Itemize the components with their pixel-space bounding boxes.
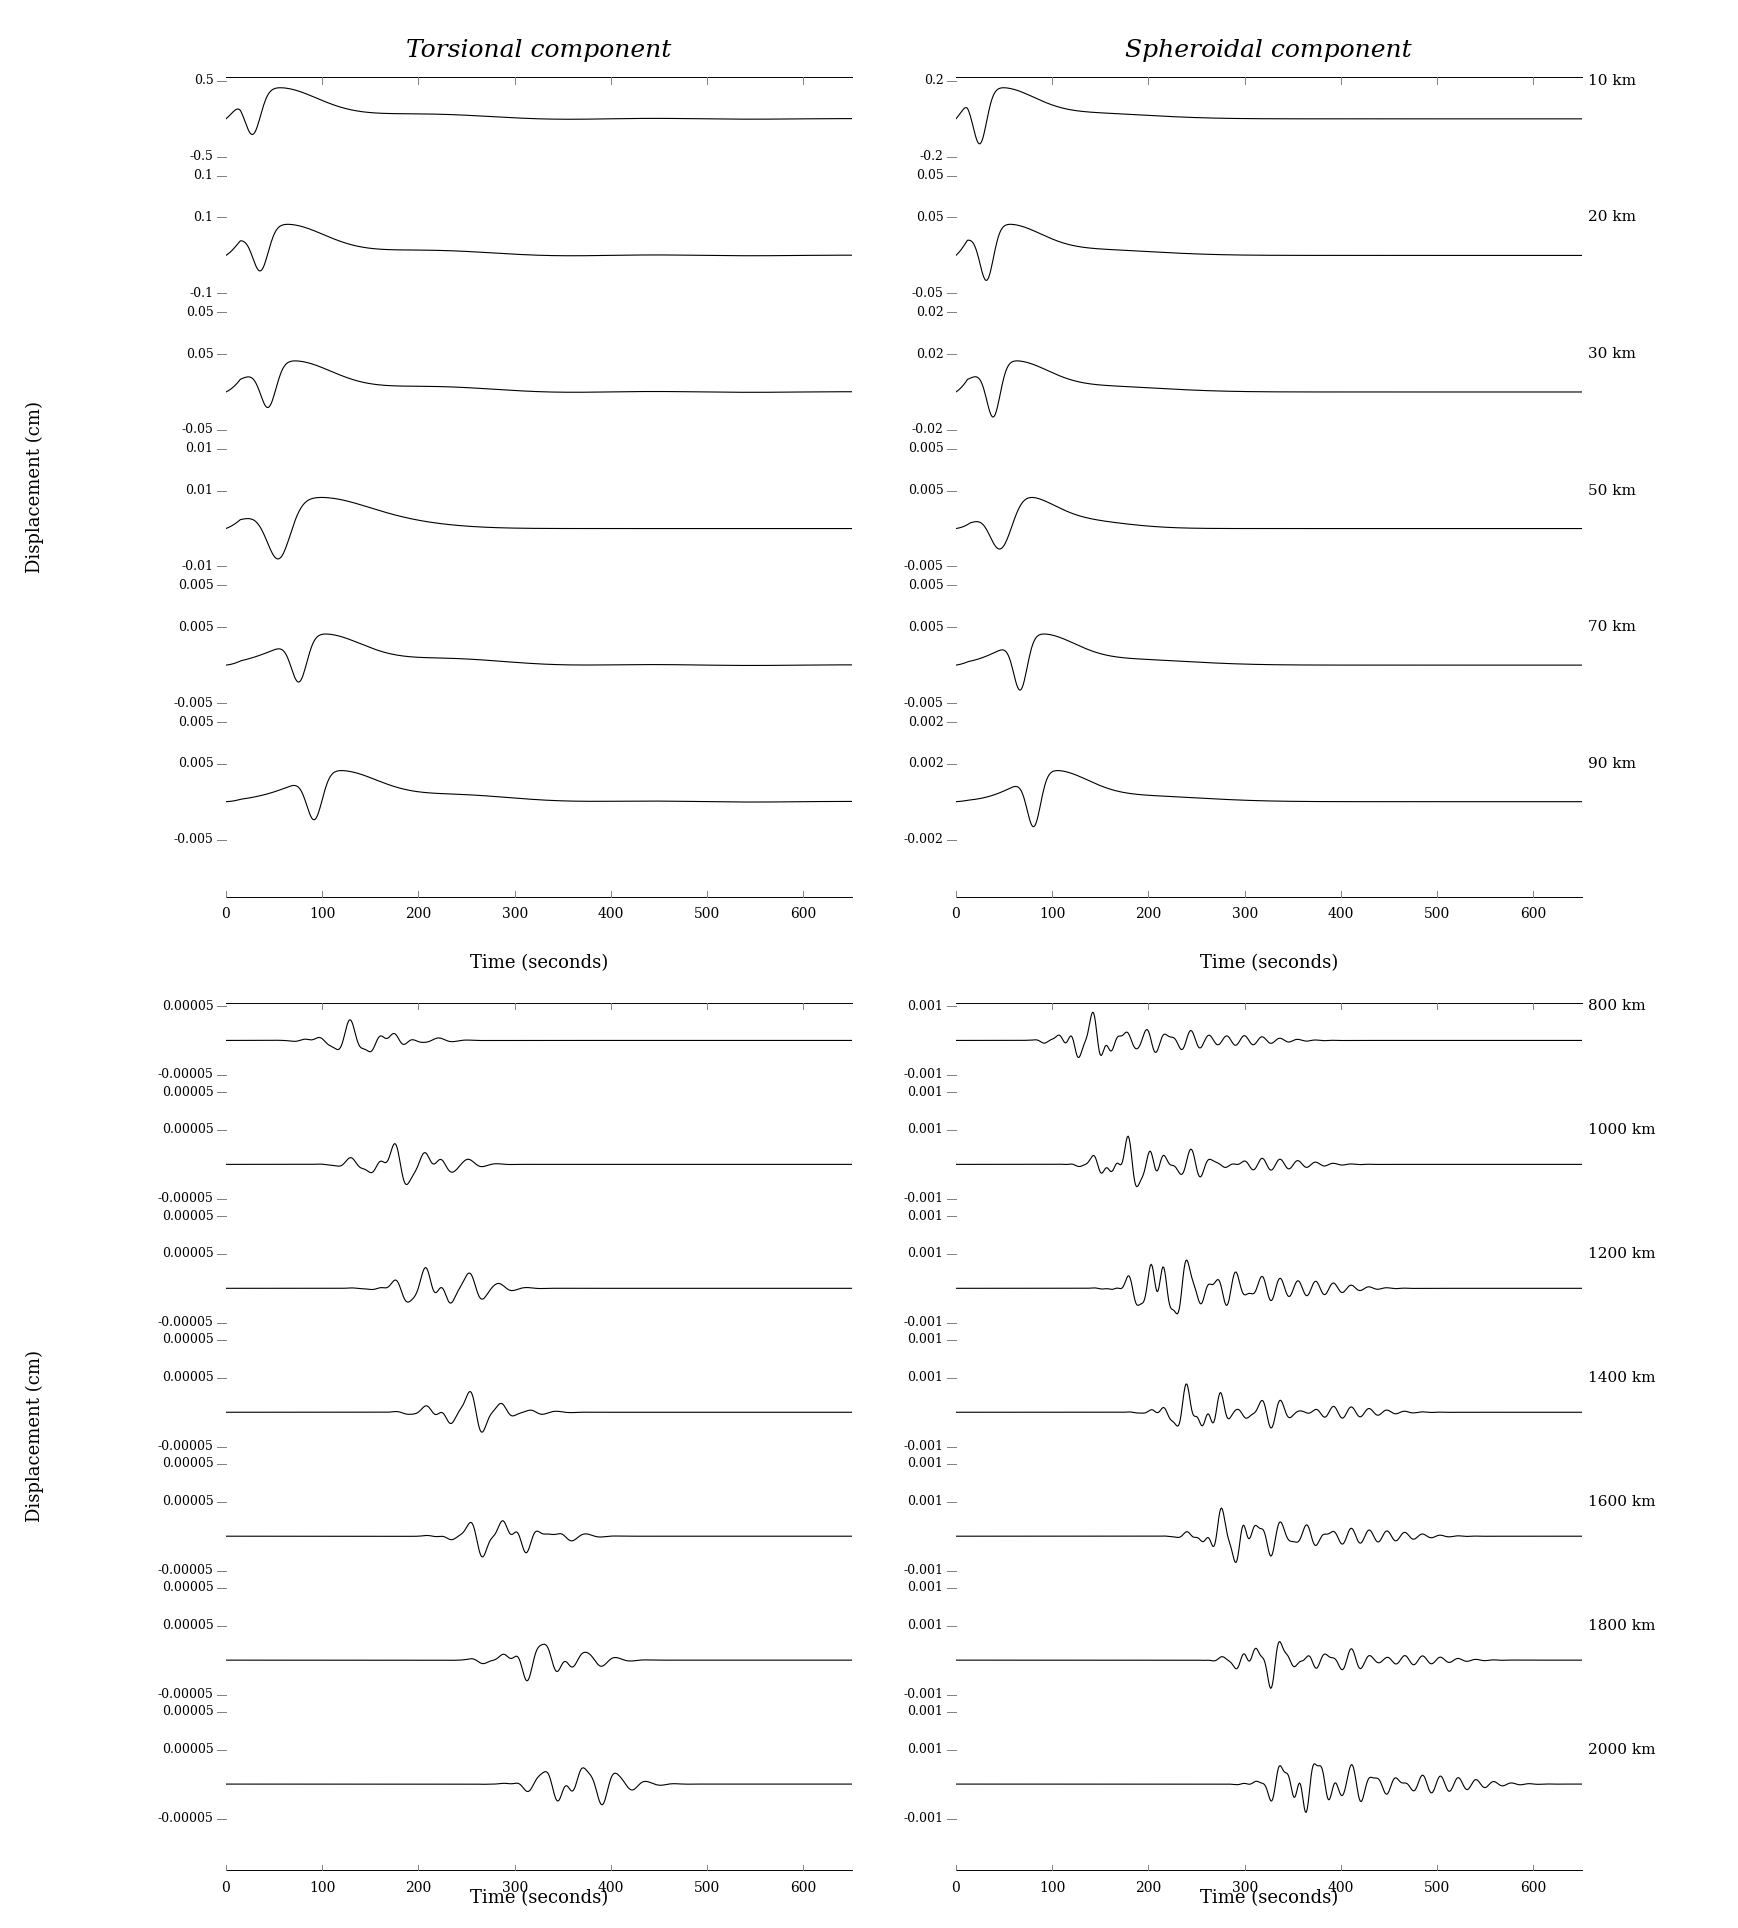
- Text: 1000 km: 1000 km: [1589, 1122, 1655, 1138]
- Text: -0.00005: -0.00005: [158, 1689, 214, 1700]
- Text: 0.005: 0.005: [907, 484, 944, 497]
- Text: 1800 km: 1800 km: [1589, 1620, 1655, 1633]
- Text: -0.5: -0.5: [189, 150, 214, 164]
- Text: 0.1: 0.1: [193, 170, 214, 183]
- Text: 0.00005: 0.00005: [162, 1334, 214, 1346]
- Text: 2000 km: 2000 km: [1589, 1743, 1655, 1756]
- Text: Time (seconds): Time (seconds): [1199, 1889, 1338, 1907]
- Text: Displacement (cm): Displacement (cm): [26, 1350, 43, 1523]
- Text: 0.005: 0.005: [907, 442, 944, 455]
- Text: 0.002: 0.002: [907, 758, 944, 771]
- Text: Time (seconds): Time (seconds): [469, 1889, 608, 1907]
- Text: 0.001: 0.001: [907, 1124, 944, 1136]
- Text: Displacement (cm): Displacement (cm): [26, 401, 43, 573]
- Text: -0.001: -0.001: [904, 1317, 944, 1328]
- Text: -0.005: -0.005: [174, 696, 214, 710]
- Text: 0.005: 0.005: [907, 578, 944, 592]
- Text: 90 km: 90 km: [1589, 758, 1635, 771]
- Text: 0.5: 0.5: [193, 75, 214, 87]
- Text: 0.00005: 0.00005: [162, 1124, 214, 1136]
- Text: 0.001: 0.001: [907, 1371, 944, 1384]
- Text: 0.001: 0.001: [907, 1334, 944, 1346]
- Text: -0.00005: -0.00005: [158, 1068, 214, 1082]
- Text: 1200 km: 1200 km: [1589, 1247, 1655, 1261]
- Text: 0.05: 0.05: [186, 347, 214, 361]
- Text: 0.00005: 0.00005: [162, 1581, 214, 1594]
- Text: 20 km: 20 km: [1589, 210, 1635, 224]
- Text: -0.005: -0.005: [904, 559, 944, 573]
- Text: -0.001: -0.001: [904, 1068, 944, 1082]
- Text: 30 km: 30 km: [1589, 347, 1635, 361]
- Text: Time (seconds): Time (seconds): [1199, 954, 1338, 972]
- Text: 1400 km: 1400 km: [1589, 1371, 1655, 1384]
- Text: -0.00005: -0.00005: [158, 1564, 214, 1577]
- Text: -0.001: -0.001: [904, 1564, 944, 1577]
- Text: 0.01: 0.01: [186, 442, 214, 455]
- Text: -0.2: -0.2: [919, 150, 944, 164]
- Text: -0.00005: -0.00005: [158, 1317, 214, 1328]
- Text: 0.00005: 0.00005: [162, 1458, 214, 1471]
- Text: 0.001: 0.001: [907, 1209, 944, 1222]
- Text: 0.05: 0.05: [916, 170, 944, 183]
- Text: 0.005: 0.005: [177, 758, 214, 771]
- Text: Spheroidal component: Spheroidal component: [1126, 39, 1411, 62]
- Text: 70 km: 70 km: [1589, 621, 1635, 634]
- Text: 0.00005: 0.00005: [162, 1209, 214, 1222]
- Text: 0.001: 0.001: [907, 1743, 944, 1756]
- Text: 0.00005: 0.00005: [162, 999, 214, 1012]
- Text: 10 km: 10 km: [1589, 73, 1635, 89]
- Text: 0.01: 0.01: [186, 484, 214, 497]
- Text: 0.2: 0.2: [923, 75, 944, 87]
- Text: 800 km: 800 km: [1589, 999, 1646, 1012]
- Text: 1600 km: 1600 km: [1589, 1494, 1655, 1510]
- Text: 0.00005: 0.00005: [162, 1620, 214, 1633]
- Text: Torsional component: Torsional component: [407, 39, 671, 62]
- Text: 0.002: 0.002: [907, 715, 944, 729]
- Text: -0.005: -0.005: [904, 696, 944, 710]
- Text: 0.001: 0.001: [907, 1085, 944, 1099]
- Text: -0.001: -0.001: [904, 1440, 944, 1454]
- Text: 0.00005: 0.00005: [162, 1371, 214, 1384]
- Text: -0.1: -0.1: [189, 287, 214, 301]
- Text: -0.05: -0.05: [181, 424, 214, 436]
- Text: 0.05: 0.05: [916, 210, 944, 224]
- Text: 0.005: 0.005: [907, 621, 944, 634]
- Text: 0.001: 0.001: [907, 999, 944, 1012]
- Text: 0.05: 0.05: [186, 307, 214, 318]
- Text: -0.005: -0.005: [174, 833, 214, 846]
- Text: -0.00005: -0.00005: [158, 1812, 214, 1826]
- Text: 0.00005: 0.00005: [162, 1247, 214, 1261]
- Text: 50 km: 50 km: [1589, 484, 1635, 497]
- Text: -0.001: -0.001: [904, 1192, 944, 1205]
- Text: -0.001: -0.001: [904, 1689, 944, 1700]
- Text: -0.01: -0.01: [181, 559, 214, 573]
- Text: 0.005: 0.005: [177, 715, 214, 729]
- Text: 0.1: 0.1: [193, 210, 214, 224]
- Text: 0.00005: 0.00005: [162, 1085, 214, 1099]
- Text: -0.001: -0.001: [904, 1812, 944, 1826]
- Text: 0.001: 0.001: [907, 1496, 944, 1508]
- Text: -0.00005: -0.00005: [158, 1192, 214, 1205]
- Text: -0.02: -0.02: [911, 424, 944, 436]
- Text: 0.001: 0.001: [907, 1458, 944, 1471]
- Text: 0.00005: 0.00005: [162, 1704, 214, 1718]
- Text: 0.001: 0.001: [907, 1620, 944, 1633]
- Text: 0.00005: 0.00005: [162, 1743, 214, 1756]
- Text: 0.02: 0.02: [916, 307, 944, 318]
- Text: 0.005: 0.005: [177, 578, 214, 592]
- Text: 0.001: 0.001: [907, 1704, 944, 1718]
- Text: 0.001: 0.001: [907, 1581, 944, 1594]
- Text: -0.05: -0.05: [911, 287, 944, 301]
- Text: 0.00005: 0.00005: [162, 1496, 214, 1508]
- Text: 0.02: 0.02: [916, 347, 944, 361]
- Text: Time (seconds): Time (seconds): [469, 954, 608, 972]
- Text: 0.005: 0.005: [177, 621, 214, 634]
- Text: 0.001: 0.001: [907, 1247, 944, 1261]
- Text: -0.002: -0.002: [904, 833, 944, 846]
- Text: -0.00005: -0.00005: [158, 1440, 214, 1454]
